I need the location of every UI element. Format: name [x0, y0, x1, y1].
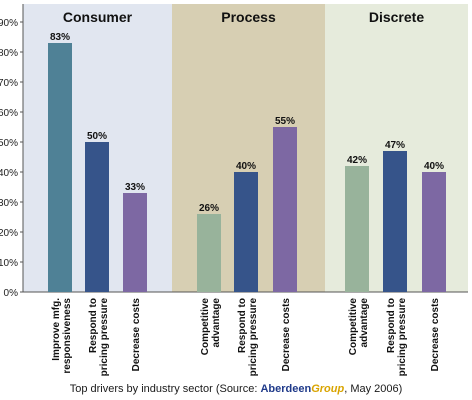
bar-consumer-1 [48, 43, 72, 292]
bar-value-label: 83% [50, 32, 70, 43]
bar-chart: Consumer Process Discrete 0% 10% 20% 30% 40% 50%… [0, 4, 468, 377]
y-tick-label: 70% [0, 78, 18, 89]
bar-value-label: 26% [199, 203, 219, 214]
bar-process-2 [234, 172, 258, 292]
y-tick-label: 40% [0, 168, 18, 179]
y-tick-label: 60% [0, 108, 18, 119]
y-tick-label: 10% [0, 258, 18, 269]
y-tick-label: 0% [4, 288, 19, 299]
y-tick-label: 80% [0, 48, 18, 59]
bar-value-label: 33% [125, 182, 145, 193]
x-category-label: Respond topricing pressure [88, 298, 110, 377]
bar-value-label: 40% [236, 161, 256, 172]
bar-process-1 [197, 214, 221, 292]
y-tick-label: 20% [0, 228, 18, 239]
y-tick-label: 50% [0, 138, 18, 149]
bar-consumer-2 [85, 142, 109, 292]
x-category-label: Competitiveadvantage [348, 298, 370, 356]
y-tick-label: 90% [0, 18, 18, 29]
bar-value-label: 47% [385, 140, 405, 151]
caption-brand-aberdeen: Aberdeen [260, 383, 312, 395]
caption-suffix: , May 2006) [344, 383, 403, 395]
x-category-label: Respond topricing pressure [237, 298, 259, 377]
x-category-label: Decrease costs [430, 298, 441, 372]
bar-discrete-2 [383, 151, 407, 292]
x-category-label: Decrease costs [131, 298, 142, 372]
bar-process-3 [273, 127, 297, 292]
x-category-label: Respond topricing pressure [386, 298, 408, 377]
caption-brand-group: Group [311, 383, 345, 395]
bar-value-label: 50% [87, 131, 107, 142]
group-title-discrete: Discrete [369, 9, 424, 25]
x-category-label: Competitiveadvantage [200, 298, 222, 356]
chart-caption: Top drivers by industry sector (Source: … [0, 383, 472, 395]
caption-prefix: Top drivers by industry sector (Source: [69, 383, 261, 395]
bar-consumer-3 [123, 193, 147, 292]
group-title-consumer: Consumer [63, 9, 133, 25]
x-category-label: Improve mfg.responsiveness [51, 298, 73, 374]
group-title-process: Process [221, 9, 276, 25]
bar-value-label: 42% [347, 155, 367, 166]
x-category-label: Decrease costs [281, 298, 292, 372]
bar-value-label: 55% [275, 116, 295, 127]
bar-discrete-1 [345, 166, 369, 292]
bar-discrete-3 [422, 172, 446, 292]
bar-value-label: 40% [424, 161, 444, 172]
y-tick-label: 30% [0, 198, 18, 209]
